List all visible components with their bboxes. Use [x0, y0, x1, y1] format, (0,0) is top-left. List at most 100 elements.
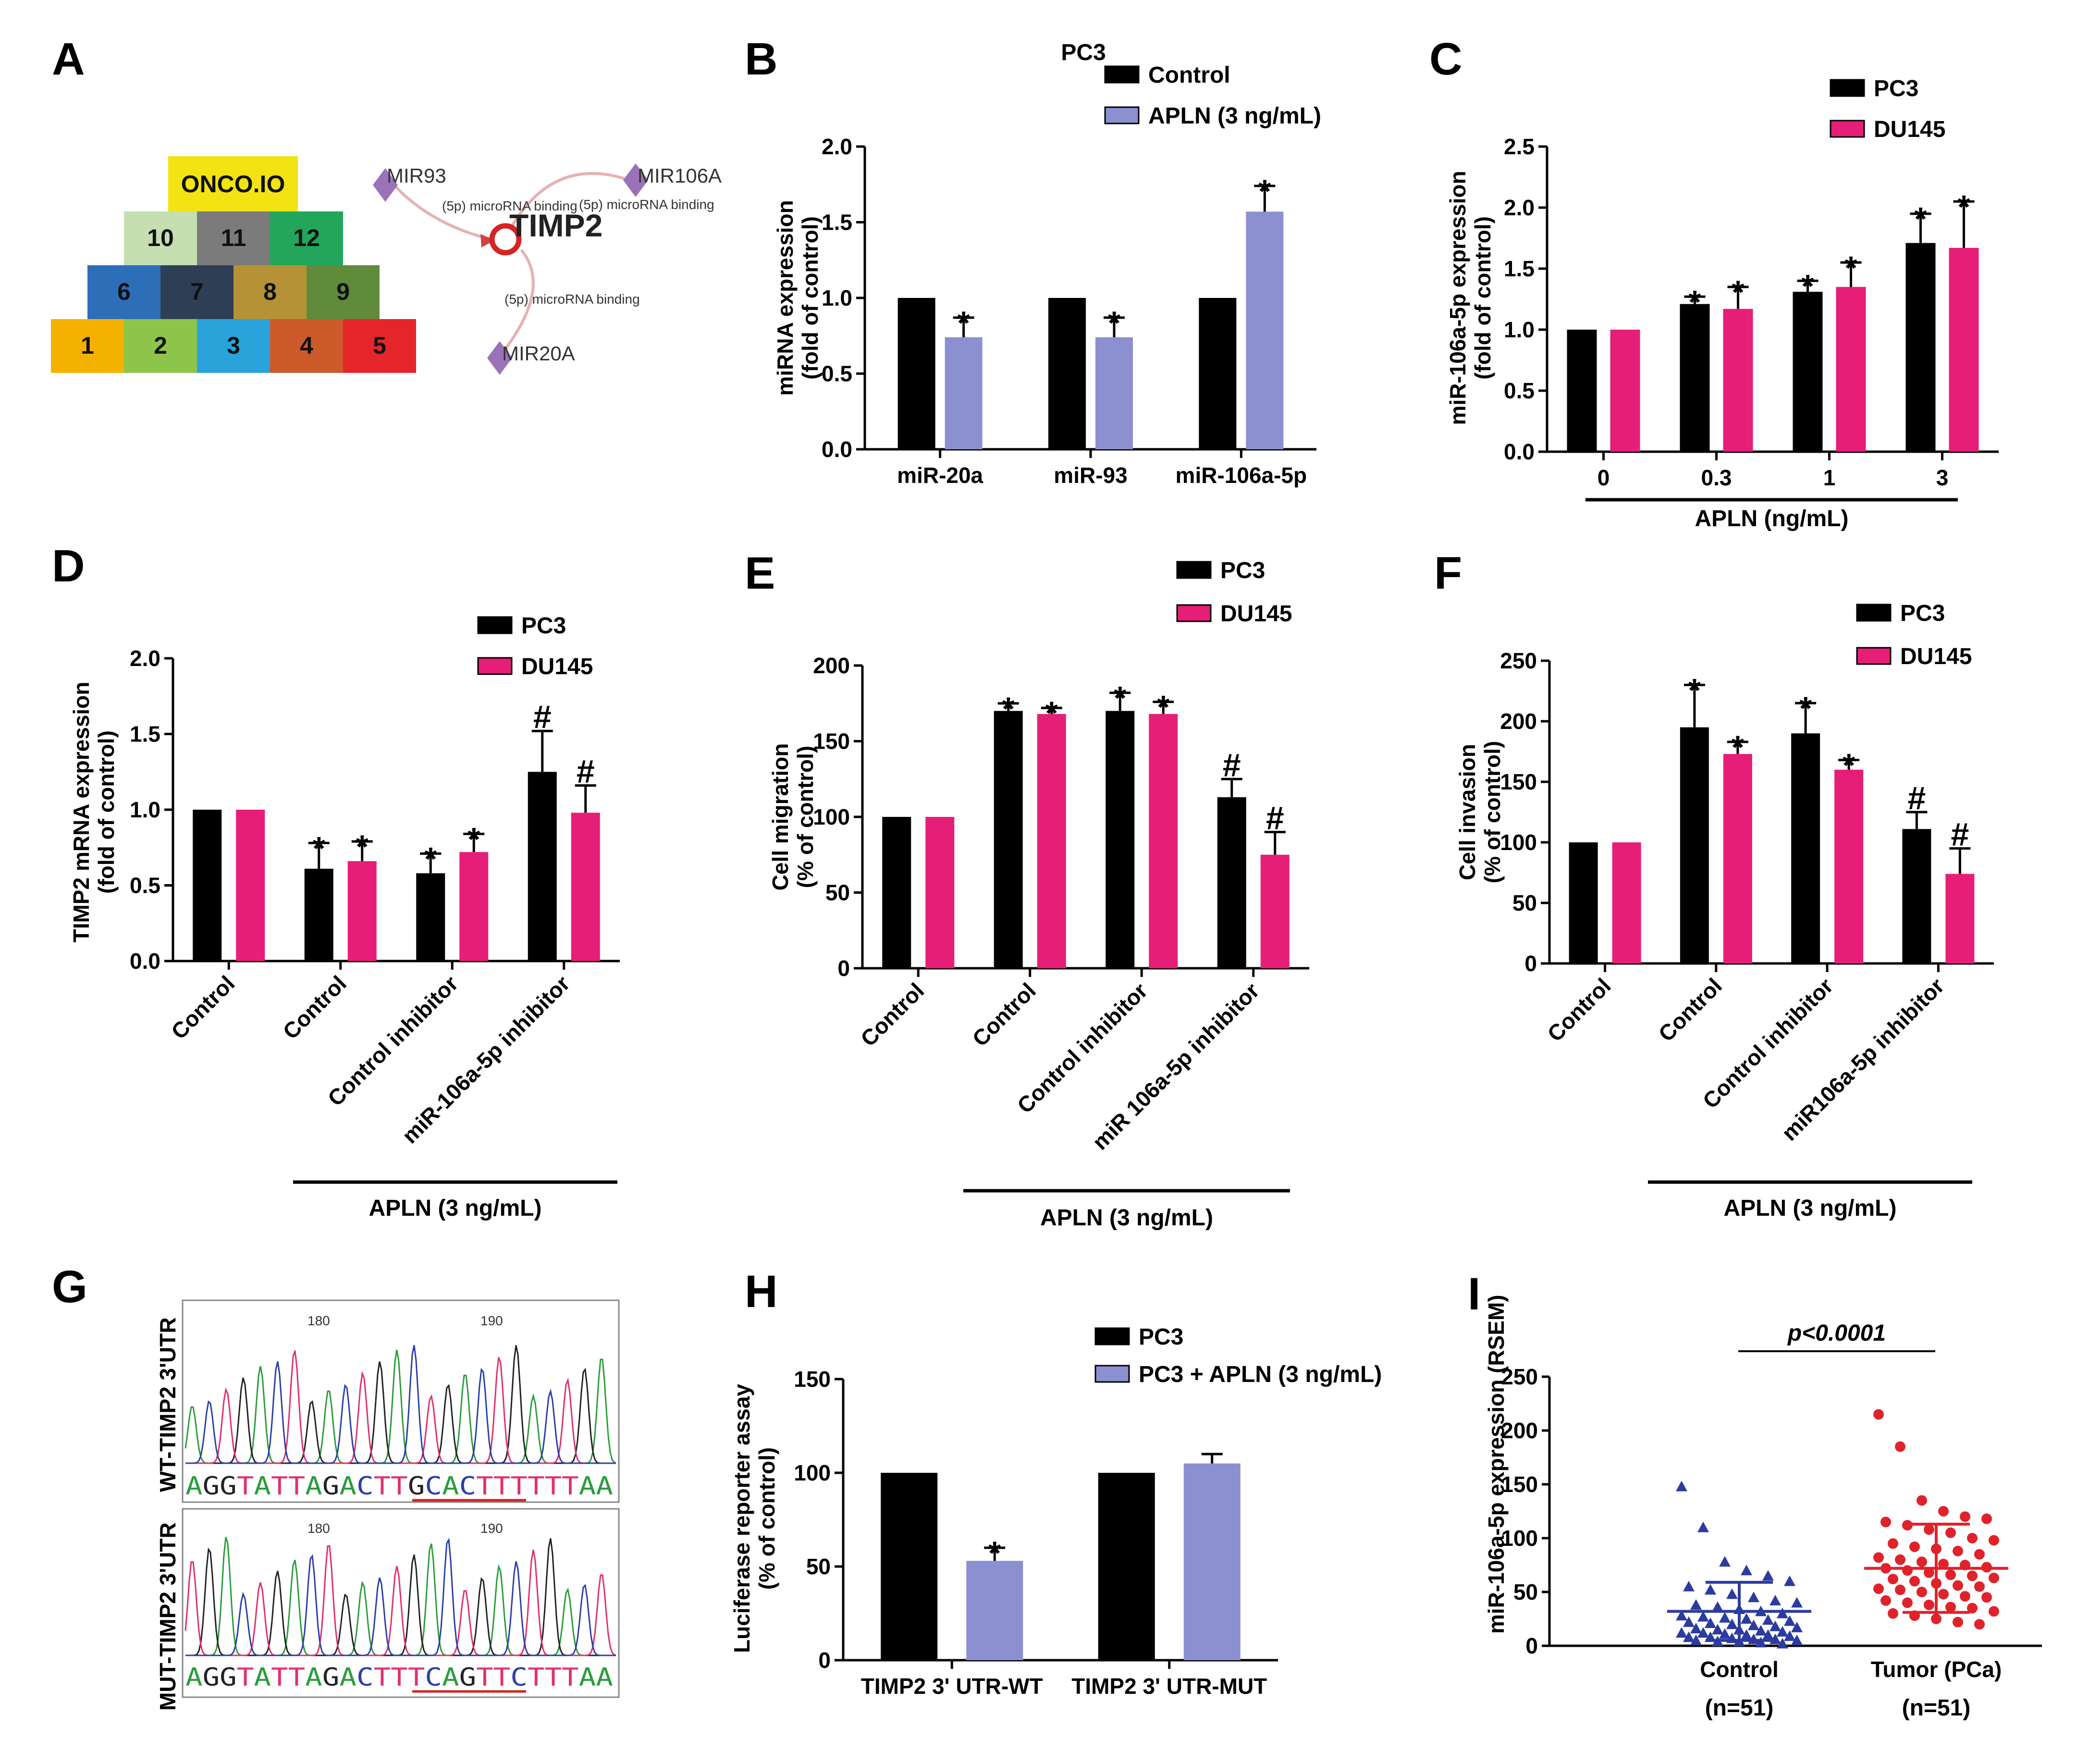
p-value: p<0.0001	[1787, 1320, 1886, 1346]
pyramid-block	[307, 265, 380, 319]
data-point-tumor	[1967, 1570, 1978, 1581]
timp2-label: TIMP2	[509, 208, 602, 243]
panel-label-f: F	[1434, 548, 1462, 599]
legend-swatch	[1094, 1365, 1130, 1383]
bar-pc3	[1793, 292, 1823, 452]
legend-label: DU145	[1874, 117, 1945, 142]
data-point-tumor	[1909, 1541, 1920, 1552]
significance-mark: *	[1957, 188, 1970, 225]
pyramid-label: 8	[263, 278, 277, 305]
onco-logo-text: ONCO.IO	[181, 171, 285, 197]
y-tick-label: 2.0	[1504, 195, 1535, 220]
significance-mark: *	[313, 830, 326, 866]
data-point-control	[1705, 1584, 1716, 1595]
sequence-base: C	[510, 1663, 528, 1692]
data-point-tumor	[1909, 1576, 1920, 1587]
significance-mark: *	[1732, 274, 1745, 310]
y-tick-label: 1.5	[1504, 256, 1535, 281]
axis-title-y: Cell invasion(% of control)	[1455, 741, 1505, 883]
data-point-tumor	[1945, 1569, 1956, 1580]
data-point-tumor	[1967, 1533, 1978, 1543]
significance-mark: #	[1223, 747, 1241, 783]
sequence-base: T	[237, 1663, 254, 1692]
data-point-tumor	[1981, 1592, 1992, 1603]
sequence-base: A	[442, 1472, 459, 1501]
bar-pc3	[1106, 711, 1135, 968]
x-tick-label: miR-20a	[897, 463, 983, 488]
network-edge	[393, 184, 495, 242]
data-point-tumor	[1902, 1597, 1913, 1608]
data-point-control	[1676, 1610, 1687, 1621]
y-tick-label: 50	[1513, 1579, 1538, 1604]
axis-title-y-line: miR-106a-5p expression	[1445, 171, 1470, 425]
x-tick-label: miR-93	[1054, 463, 1127, 488]
axis-title-y-text: miR-106a-5p expression (RSEM)	[1484, 1295, 1509, 1634]
bar-pc3-apln-3-ng-ml-	[1183, 1463, 1241, 1660]
axis-title-y: miR-106a-5p expression(fold of control)	[1445, 171, 1495, 425]
bar-pc3	[1098, 1473, 1155, 1660]
data-point-control	[1676, 1627, 1687, 1638]
data-point-tumor	[1895, 1584, 1905, 1595]
significance-mark: #	[533, 699, 552, 735]
data-point-control	[1762, 1614, 1774, 1625]
axis-title-y: Cell migration(% of control)	[768, 743, 818, 891]
sequence-base: G	[203, 1472, 220, 1501]
chart-title: PC3	[1061, 40, 1106, 65]
data-point-control	[1690, 1634, 1702, 1645]
bar-apln-3-ng-ml-	[1246, 211, 1284, 449]
bar-pc3	[881, 1473, 938, 1660]
y-tick-label: 2.0	[822, 134, 852, 159]
y-tick-label: 50	[825, 880, 850, 905]
data-point-tumor	[1888, 1538, 1898, 1549]
sequence-base: T	[493, 1472, 511, 1501]
pyramid-block	[270, 319, 343, 373]
pyramid-block	[160, 265, 233, 319]
data-point-control	[1748, 1591, 1759, 1603]
bar-control	[897, 298, 935, 449]
data-point-tumor	[1873, 1409, 1884, 1420]
sequence-base: G	[459, 1663, 477, 1692]
y-tick-label: 0.0	[130, 949, 160, 974]
sequence-base: C	[356, 1663, 374, 1692]
bar-control	[1199, 298, 1237, 449]
legend-label: Control	[1148, 62, 1230, 88]
bar-du145	[236, 810, 265, 961]
data-point-tumor	[1974, 1549, 1985, 1560]
data-point-tumor	[1953, 1580, 1963, 1591]
sequence-base: A	[254, 1663, 271, 1692]
data-point-tumor	[1960, 1511, 1970, 1522]
bar-pc3	[1902, 829, 1931, 963]
bar-pc3	[1567, 330, 1597, 452]
bar-pc3	[416, 873, 445, 961]
data-point-control	[1690, 1599, 1702, 1610]
sequence-base: T	[545, 1663, 562, 1692]
legend-swatch	[1856, 647, 1892, 665]
pyramid-block	[197, 211, 270, 265]
sequence-base: T	[288, 1663, 306, 1692]
x-tick-label: Tumor (PCa)	[1871, 1657, 2002, 1682]
bar-apln-3-ng-ml-	[1095, 337, 1133, 449]
position-label: 180	[307, 1313, 330, 1328]
edge-label: (5p) microRNA binding	[442, 198, 578, 213]
bar-du145	[1610, 330, 1640, 452]
data-point-control	[1770, 1620, 1781, 1631]
sequence-base: A	[596, 1663, 613, 1692]
bar-control	[1048, 298, 1086, 449]
bar-du145	[925, 817, 955, 968]
data-point-tumor	[1974, 1619, 1985, 1630]
axis-title-y-line: Luciferase reporter assay	[729, 1384, 754, 1653]
data-point-control	[1726, 1618, 1738, 1629]
edge-label: (5p) microRNA binding	[504, 292, 640, 307]
pyramid-label: 3	[227, 332, 240, 359]
pyramid-block	[197, 319, 270, 373]
group-label: APLN (3 ng/mL)	[1724, 1196, 1897, 1221]
chart-i: miR-106a-5p expression (RSEM) p<0.0001 (…	[1484, 1295, 2042, 1721]
y-tick-label: 150	[1501, 1472, 1538, 1497]
sequence-base: T	[374, 1663, 391, 1692]
legend-swatch	[1856, 604, 1892, 622]
significance-mark: *	[988, 1535, 1001, 1571]
mut-row-label: MUT-TIMP2 3'UTR	[155, 1522, 180, 1711]
significance-mark: *	[1157, 689, 1170, 726]
sequence-base: T	[237, 1472, 254, 1501]
